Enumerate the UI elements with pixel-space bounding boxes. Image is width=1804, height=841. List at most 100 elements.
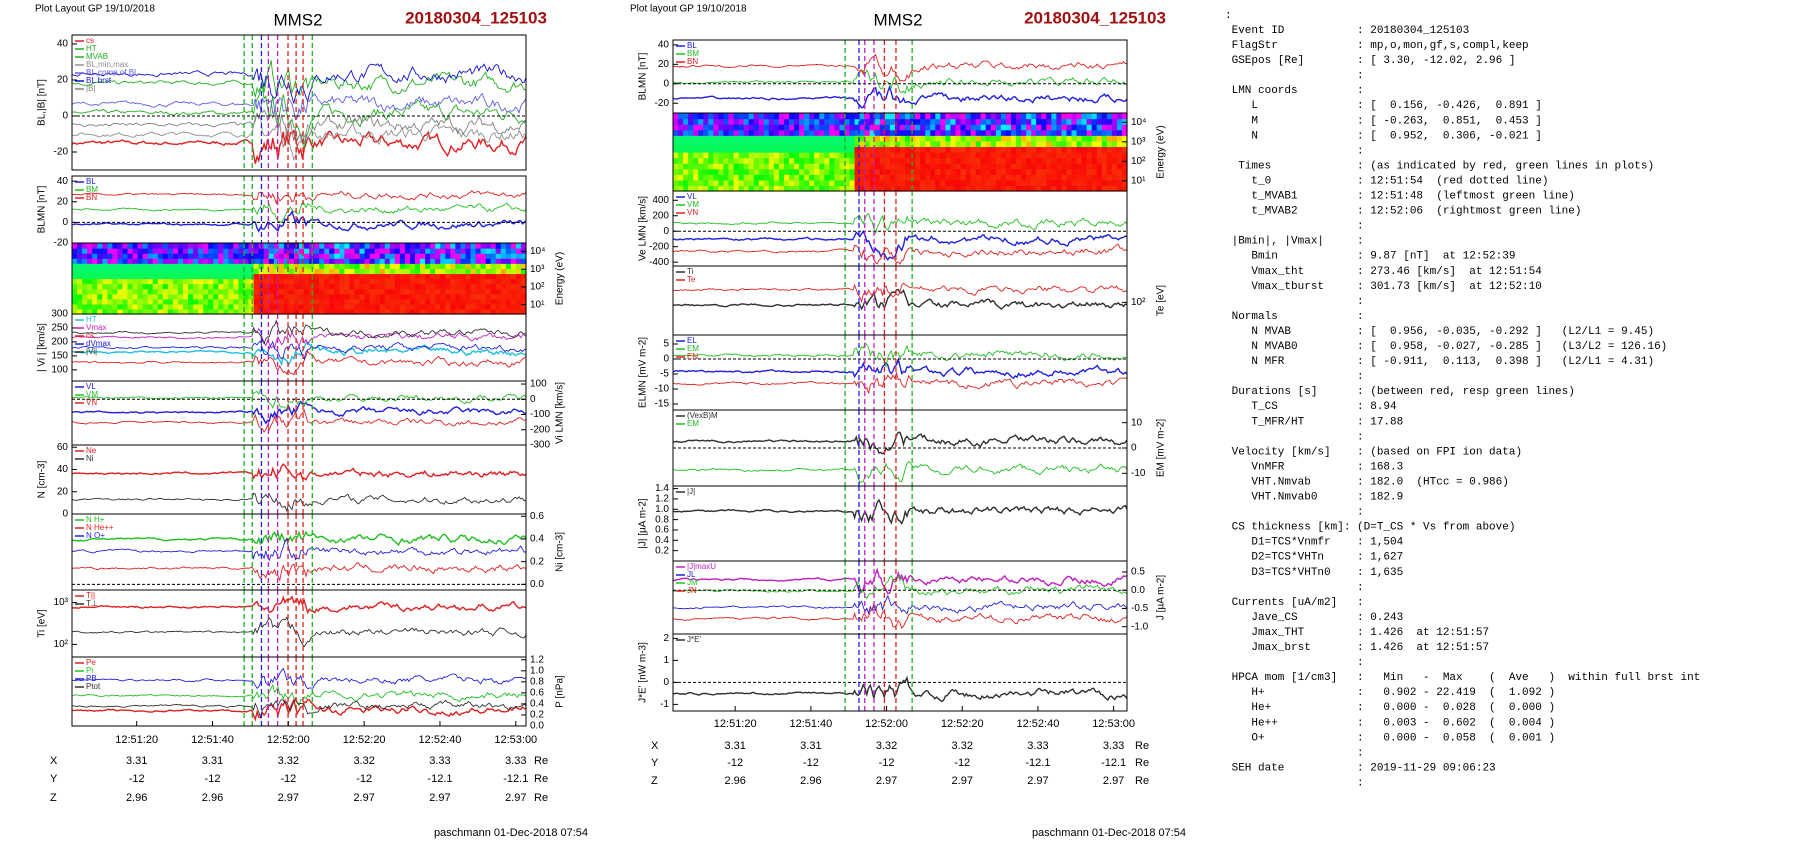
spectrogram-cell [920,152,926,159]
spectrogram-cell [869,124,876,131]
spectrogram-cell [339,253,345,259]
spectrogram-cell [339,303,345,310]
spectrogram-cell [233,253,240,259]
spectrogram-cell [748,152,755,159]
spectrogram-cell [278,253,285,259]
spectrogram-cell [520,288,527,295]
spectrogram-cell [379,303,386,310]
spectrogram-cell [925,146,931,153]
spectrogram-cell [1086,129,1093,136]
spectrogram-cell [965,174,972,181]
y-tick-label: -20 [54,147,69,158]
spectrogram-cell [960,163,967,170]
panel-frame [71,444,527,515]
legend-label: Te [687,275,696,284]
spectrogram-cell [1111,168,1118,175]
y-tick-label: 10² [530,282,545,293]
spectrogram-cell [435,288,441,295]
spectrogram-cell [945,146,952,153]
spectrogram-cell [203,298,209,305]
spectrogram-cell [364,268,371,275]
spectrogram-cell [1031,113,1037,120]
spectrogram-cell [1041,140,1047,148]
spectrogram-cell [344,303,351,310]
y-tick-label: 10² [54,639,69,650]
spectrogram-cell [299,288,305,295]
spectrogram-cell [450,308,456,315]
spectrogram-cell [748,129,755,136]
spectrogram-cell [314,278,320,285]
spectrogram-cell [844,157,851,164]
spectrogram-cell [208,298,214,305]
spectrogram-cell [243,303,250,310]
spectrogram-cell [1041,129,1047,136]
spectrogram-cell [718,157,725,164]
spectrogram-cell [1061,174,1068,181]
spectrogram-cell [354,293,361,300]
spectrogram-cell [273,253,280,259]
spectrogram-cell [435,248,441,254]
spectrogram-cell [688,118,694,125]
spectrogram-cell [975,146,982,153]
info-line: LMN coords : [1225,85,1364,97]
spectrogram-cell [864,124,871,131]
spectrogram-cell [879,168,886,175]
spectrogram-cell [995,163,1002,170]
spectrogram-cell [77,258,83,264]
spectrogram-cell [198,243,204,249]
trace [672,69,1128,95]
spectrogram-cell [304,303,310,310]
spectrogram-cell [243,243,250,249]
spectrogram-cell [1096,157,1103,164]
spectrogram-cell [374,303,381,310]
spectrogram-cell [329,268,335,275]
spectrogram-cell [243,283,250,290]
spectrogram-cell [409,278,416,285]
spectrogram-cell [1091,140,1098,148]
spectrogram-cell [354,268,361,275]
spectrogram-cell [1036,163,1042,170]
spectrogram-cell [688,185,694,192]
y-tick-label: 0.2 [530,710,544,721]
spectrogram-cell [92,263,98,269]
spectrogram-cell [1096,129,1103,136]
spectrogram-cell [930,174,936,181]
spectrogram-cell [773,113,780,120]
spectrogram-cell [778,129,785,136]
spectrogram-cell [112,303,118,310]
spectrogram-cell [177,258,184,264]
spectrogram-cell [773,118,780,125]
spectrogram-cell [299,263,305,269]
spectrogram-cell [495,248,502,254]
spectrogram-cell [733,135,740,142]
spectrogram-cell [1111,118,1118,125]
info-line: : [1225,70,1364,82]
spectrogram-cell [475,283,482,290]
spectrogram-cell [930,179,936,187]
spectrogram-cell [107,288,113,295]
spectrogram-cell [900,168,906,175]
info-line: N MVAB : [ 0.956, -0.035, -0.292 ] (L2/L… [1225,326,1654,338]
spectrogram-cell [1096,140,1103,148]
spectrogram-cell [1111,146,1118,153]
spectrogram-cell [420,293,426,300]
spectrogram-cell [480,293,487,300]
spectrogram-cell [404,263,411,269]
spectrogram-cell [162,258,169,264]
spectrogram-cell [500,273,507,280]
spectrogram-cell [87,258,93,264]
spectrogram-cell [167,248,174,254]
spectrogram-cell [869,113,876,120]
spectrogram-cell [480,268,487,275]
spectrogram-cell [935,140,941,148]
spectrogram-cell [854,157,861,164]
spectrogram-cell [1076,129,1083,136]
spectrogram-cell [869,168,876,175]
spectrogram-cell [1066,168,1073,175]
spectrogram-cell [753,118,760,125]
spectrogram-cell [415,273,421,280]
spectrogram-cell [389,263,396,269]
position-value: 3.33 [1103,740,1124,752]
spectrogram-cell [1081,152,1088,159]
spectrogram-cell [420,283,426,290]
